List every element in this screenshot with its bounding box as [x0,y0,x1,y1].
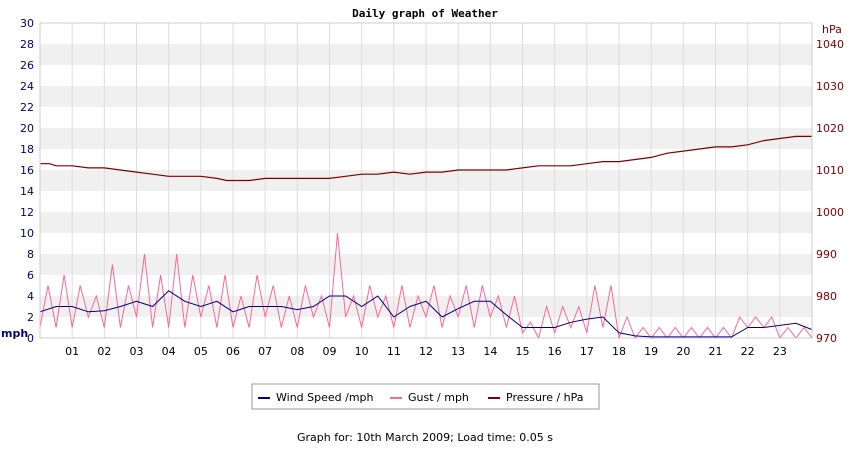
x-tick-label: 19 [644,345,658,358]
legend-items: Wind Speed /mph Gust / mph Pressure / hPa [258,391,584,404]
left-tick-label: 0 [27,332,34,345]
left-tick-label: 24 [20,80,34,93]
legend: Wind Speed /mph Gust / mph Pressure / hPa [251,383,600,410]
x-tick-label: 12 [419,345,433,358]
legend-box [251,383,600,410]
x-tick-label: 06 [226,345,240,358]
left-tick-label: 4 [27,290,34,303]
right-tick-label: 980 [816,290,837,303]
x-tick-label: 20 [676,345,690,358]
legend-label: Gust / mph [408,391,469,404]
left-tick-label: 16 [20,164,34,177]
x-tick-label: 15 [516,345,530,358]
x-tick-label: 10 [355,345,369,358]
x-tick-label: 04 [162,345,176,358]
left-tick-label: 14 [20,185,34,198]
left-tick-label: 20 [20,122,34,135]
chart-title: Daily graph of Weather [352,7,498,20]
x-tick-label: 01 [65,345,79,358]
x-tick-label: 03 [130,345,144,358]
plot-border [39,22,813,339]
x-tick-label: 18 [612,345,626,358]
x-tick-label: 05 [194,345,208,358]
right-tick-label: 1020 [816,122,844,135]
right-axis-ticks: 970 980 990 1000 1010 1020 1030 1040 [816,38,844,345]
legend-label: Pressure / hPa [506,391,584,404]
left-tick-label: 30 [20,17,34,30]
left-tick-label: 12 [20,206,34,219]
right-axis-label: hPa [822,23,842,36]
left-tick-label: 2 [27,311,34,324]
left-tick-label: 6 [27,269,34,282]
series-line [39,290,813,338]
x-tick-label: 13 [451,345,465,358]
x-tick-label: 14 [483,345,497,358]
x-tick-label: 22 [741,345,755,358]
x-tick-label: 11 [387,345,401,358]
left-tick-label: 18 [20,143,34,156]
series-line [40,135,812,182]
x-tick-label: 08 [290,345,304,358]
x-tick-label: 21 [709,345,723,358]
x-tick-label: 07 [258,345,272,358]
left-tick-label: 10 [20,227,34,240]
right-tick-label: 1000 [816,206,844,219]
left-tick-label: 22 [20,101,34,114]
x-tick-label: 17 [580,345,594,358]
right-tick-label: 1010 [816,164,844,177]
x-axis-ticks: 01 02 03 04 05 06 07 08 09 10 11 12 13 14 15 16 17 18 19 20… [65,345,787,358]
gridlines [71,23,781,338]
x-tick-label: 02 [97,345,111,358]
x-tick-label: 09 [323,345,337,358]
x-tick-label: 23 [773,345,787,358]
left-tick-label: 26 [20,59,34,72]
footer-text: Graph for: 10th March 2009; Load time: 0… [296,431,554,444]
right-tick-label: 1040 [816,38,844,51]
legend-label: Wind Speed /mph [276,391,374,404]
left-tick-label: 28 [20,38,34,51]
left-tick-label: 8 [27,248,34,261]
left-axis-label: mph [1,327,28,340]
right-tick-label: 990 [816,248,837,261]
right-tick-label: 970 [816,332,837,345]
x-tick-label: 16 [548,345,562,358]
right-tick-label: 1030 [816,80,844,93]
